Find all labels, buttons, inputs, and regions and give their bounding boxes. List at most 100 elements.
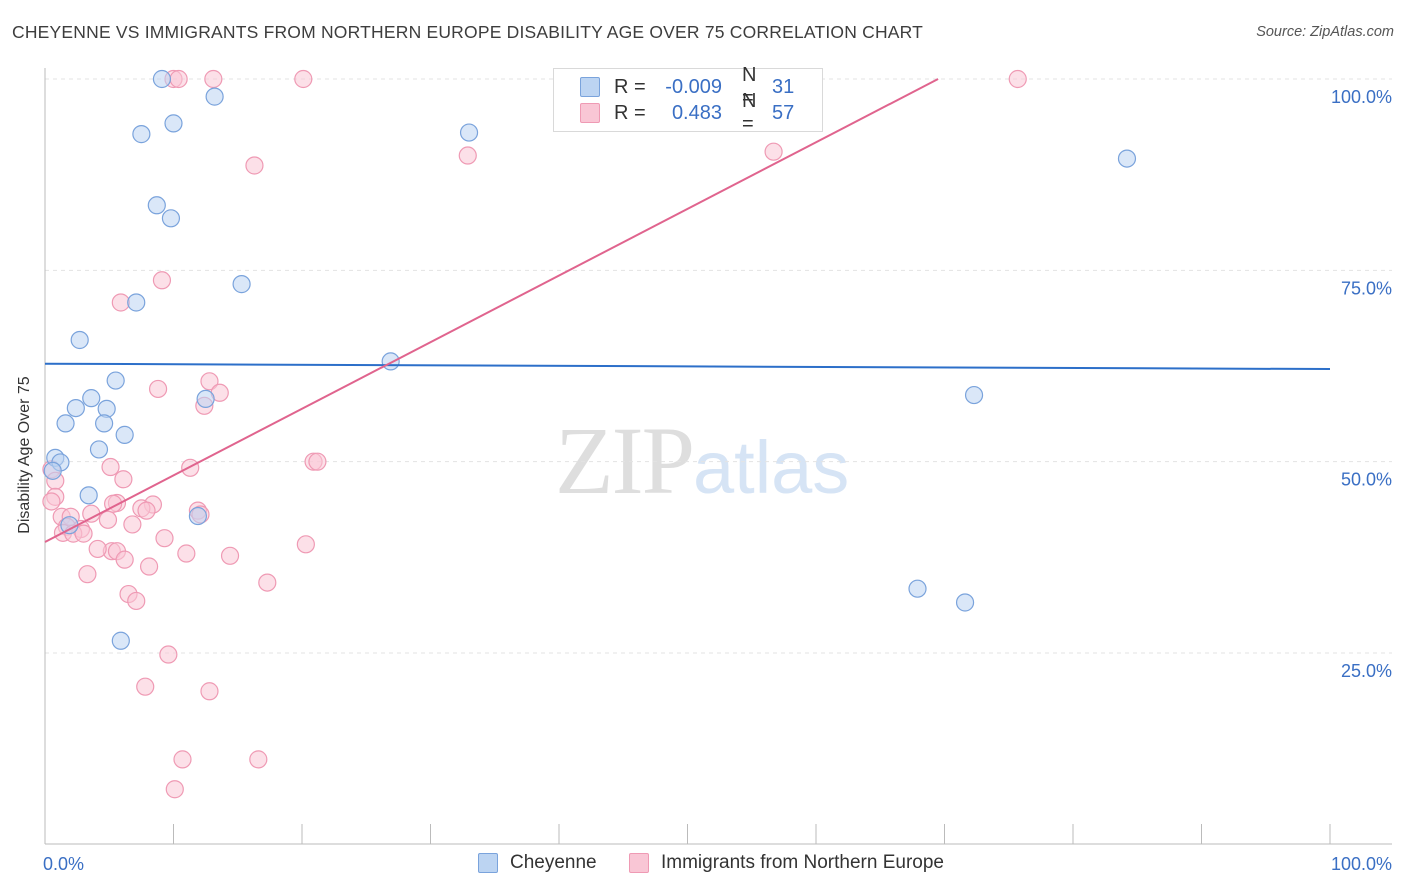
cheyenne-trend-line [44,362,1331,371]
y-tick-label: 25.0% [1341,661,1392,681]
immigrants-legend-swatch [629,853,649,873]
immigrants-point [165,780,184,799]
immigrants-point [1008,69,1027,89]
immigrants-point [296,535,315,554]
zipatlas-watermark: ZIPatlas [555,405,849,516]
immigrants-point [220,546,240,565]
immigrants-point [152,271,172,290]
immigrants-point [123,515,142,534]
watermark-zip: ZIP [555,407,695,514]
immigrants-point [204,69,223,89]
cheyenne-point [95,414,114,433]
immigrants-point [169,69,188,89]
cheyenne-point [115,425,134,444]
immigrants-point [177,544,196,563]
cheyenne-point [908,579,927,598]
immigrants-point [139,557,159,576]
immigrants-point [148,379,168,399]
cheyenne-n-value: 31 [772,75,795,98]
n-label: N = [742,90,757,135]
cheyenne-point [381,352,400,371]
cheyenne-point [152,69,172,89]
immigrants-trend-line [44,78,939,543]
immigrants-point [294,69,313,89]
tick-labels: 25.0% 50.0% 75.0% 100.0% 0.0% 100.0% [43,87,1392,874]
watermark-atlas: atlas [693,426,850,509]
immigrants-point [458,146,477,165]
immigrants-point [127,591,146,611]
immigrants-point [200,372,219,391]
cheyenne-point [161,209,181,228]
immigrants-point [200,682,219,701]
immigrants-point [98,510,118,529]
immigrants-point [78,565,97,584]
y-tick-label: 50.0% [1341,470,1392,490]
cheyenne-point [82,389,101,408]
legend-item-immigrants[interactable]: Immigrants from Northern Europe [629,852,944,874]
cheyenne-point [43,461,62,480]
legend-item-cheyenne[interactable]: Cheyenne [478,852,597,874]
cheyenne-point [70,330,89,350]
immigrants-points [42,69,1027,799]
legend-row-immigrants: R = 0.483 N = 57 [580,90,812,135]
y-tick-label: 75.0% [1341,278,1392,298]
cheyenne-point [132,125,151,144]
cheyenne-point [89,440,109,459]
immigrants-point [308,452,327,471]
cheyenne-point [188,506,208,526]
cheyenne-point [196,389,215,409]
cheyenne-point [66,398,85,418]
cheyenne-r-value: -0.009 [665,75,722,98]
immigrants-point [159,645,178,664]
immigrants-point [115,550,134,569]
immigrants-legend-label: Immigrants from Northern Europe [661,852,944,873]
chart-title: CHEYENNE VS IMMIGRANTS FROM NORTHERN EUR… [12,22,924,42]
cheyenne-point [164,114,183,133]
immigrants-swatch [580,103,600,123]
immigrants-point [42,492,61,511]
cheyenne-legend-swatch [478,853,498,873]
immigrants-point [249,750,268,769]
axes [44,68,1392,845]
immigrants-n-value: 57 [772,101,795,124]
trend-lines [44,78,1331,543]
immigrants-point [114,470,133,489]
cheyenne-point [111,631,130,650]
cheyenne-point [955,593,975,612]
n-label: N = [742,64,757,109]
cheyenne-point [459,123,479,142]
r-label: R = [614,75,646,98]
cheyenne-point [232,275,251,294]
r-label: R = [614,101,646,124]
y-tick-label: 100.0% [1331,87,1392,107]
legend-row-cheyenne: R = -0.009 N = 31 [580,64,812,109]
immigrants-point [111,293,130,312]
cheyenne-point [106,371,125,390]
x-tick-label-right: 100.0% [1331,854,1392,874]
y-axis-label: Disability Age Over 75 [16,376,33,534]
immigrants-point [74,524,93,543]
stats-legend: R = -0.009 N = 31 R = 0.483 N = 57 [553,64,823,135]
immigrants-point [136,677,155,696]
cheyenne-point [205,87,224,106]
x-tick-label-left: 0.0% [43,854,84,874]
immigrants-r-value: 0.483 [671,101,722,124]
cheyenne-point [147,196,166,215]
cheyenne-swatch [580,77,600,97]
immigrants-point [137,501,156,520]
cheyenne-point [79,486,98,505]
cheyenne-point [1117,149,1137,168]
cheyenne-point [964,385,984,405]
cheyenne-points [43,69,1137,650]
immigrants-point [101,457,120,477]
immigrants-point [258,573,277,592]
immigrants-point [764,142,783,161]
cheyenne-point [56,414,75,433]
series-legend: Cheyenne Immigrants from Northern Europe [0,852,1406,878]
immigrants-point [173,750,192,769]
cheyenne-legend-label: Cheyenne [510,852,597,873]
immigrants-point [88,539,107,559]
cheyenne-point [127,293,146,312]
source-label: Source: ZipAtlas.com [1256,24,1394,40]
